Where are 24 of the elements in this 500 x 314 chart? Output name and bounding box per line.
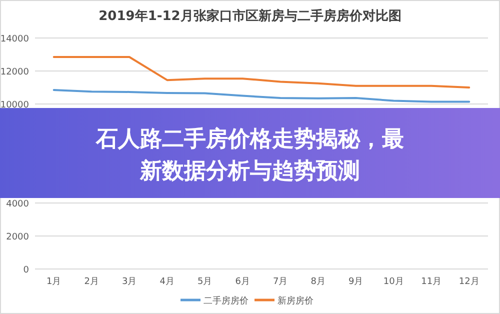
chart-title: 2019年1-12月张家口市区新房与二手房房价对比图 (98, 8, 402, 24)
x-tick-label: 7月 (273, 277, 288, 287)
x-tick-label: 4月 (160, 277, 174, 287)
y-tick-label: 14000 (0, 34, 30, 44)
line-series (52, 56, 470, 88)
x-tick-label: 10月 (383, 277, 404, 287)
y-tick-label: 12000 (0, 68, 30, 78)
annotation: 石人路二手房价格走势揭秘，最新数据分析与趋势预测 (95, 126, 404, 184)
y-tick-label: 4000 (6, 200, 30, 210)
y-tick-label: 0 (23, 266, 30, 276)
x-tick-label: 8月 (310, 277, 326, 287)
x-tick-label: 12月 (458, 277, 480, 287)
x-tick-label: 5月 (198, 277, 212, 287)
x-tick-label: 9月 (348, 277, 364, 287)
legend-label: 新房房价 (278, 296, 314, 306)
x-tick-label: 11月 (421, 277, 442, 287)
legend-label: 二手房房价 (204, 296, 248, 306)
line-series (52, 88, 470, 103)
x-tick-label: 1月 (46, 277, 62, 287)
x-tick-label: 6月 (235, 277, 250, 287)
x-tick-label: 2月 (84, 277, 99, 287)
y-tick-label: 10000 (0, 100, 30, 110)
y-tick-label: 2000 (6, 232, 30, 242)
x-tick-label: 3月 (122, 277, 137, 287)
